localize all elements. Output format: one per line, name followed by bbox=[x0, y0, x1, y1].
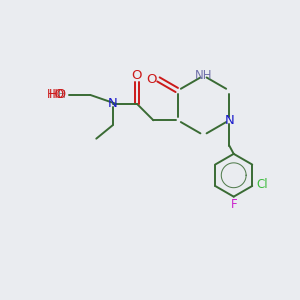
Text: O: O bbox=[132, 69, 142, 82]
Text: N: N bbox=[224, 114, 234, 127]
Text: O: O bbox=[147, 73, 157, 86]
Text: HO: HO bbox=[49, 88, 67, 101]
Text: HO: HO bbox=[47, 88, 65, 101]
Text: F: F bbox=[231, 199, 238, 212]
Text: N: N bbox=[108, 98, 118, 110]
Text: H: H bbox=[58, 90, 65, 100]
Text: Cl: Cl bbox=[257, 178, 268, 191]
Text: NH: NH bbox=[195, 69, 212, 82]
